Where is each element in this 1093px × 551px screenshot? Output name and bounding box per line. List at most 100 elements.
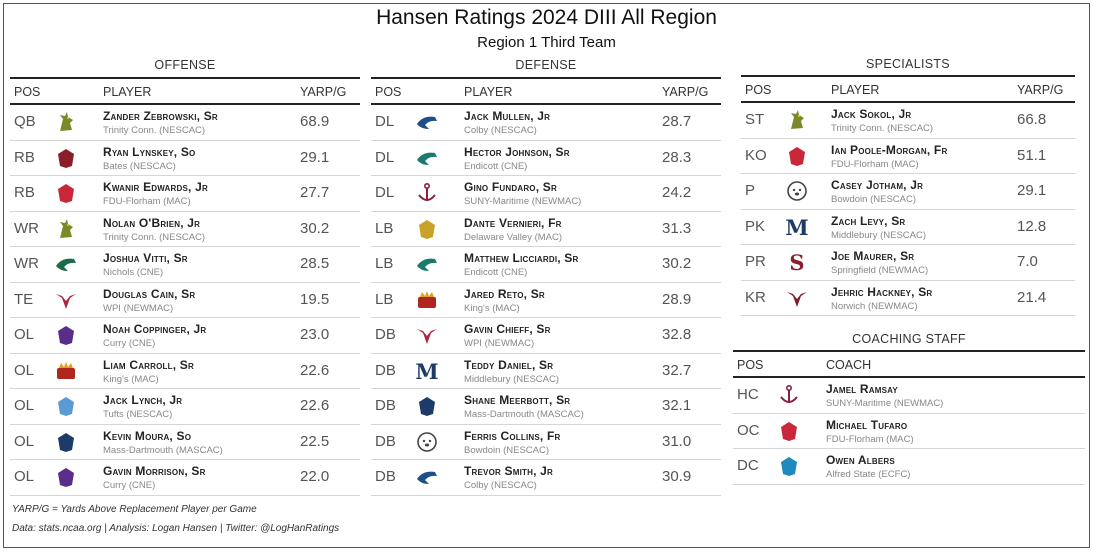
offense-row: OL Gavin Morrison, Sr Curry (CNE) 22.0	[10, 460, 360, 496]
specialists-row: ST Jack Sokol, Jr Trinity Conn. (NESCAC) 66…	[741, 103, 1075, 139]
m-letter-icon: M	[785, 215, 809, 240]
defense-col-value: YARP/G	[662, 85, 709, 99]
player-name: Matthew Licciardi, Sr	[464, 251, 579, 265]
position-label: LB	[375, 219, 394, 237]
defense-col-pos: POS	[375, 85, 402, 99]
coach-name: Michael Tufaro	[826, 417, 908, 432]
player-name: Casey Jotham, Jr	[831, 178, 924, 192]
defense-table: POS PLAYER YARP/G DL Jack Mullen, Jr Colby…	[371, 77, 721, 496]
specialists-row: KR Jehric Hackney, Sr Norwich (NEWMAC) 21.4	[741, 281, 1075, 316]
position-label: OL	[14, 361, 35, 379]
mule-icon	[415, 111, 439, 133]
devil-icon	[54, 182, 78, 204]
player-name: Gino Fundaro, Sr	[464, 180, 557, 194]
yarp-value: 30.9	[662, 468, 692, 485]
offense-row: OL Noah Coppinger, Jr Curry (CNE) 23.0	[10, 318, 360, 354]
svg-text:M: M	[415, 360, 438, 382]
specialists-col-pos: POS	[745, 83, 772, 97]
devil-icon	[785, 145, 809, 167]
defense-row: LB Matthew Licciardi, Sr Endicott (CNE) 30.…	[371, 247, 721, 283]
yarp-value: 22.6	[300, 397, 330, 414]
player-name: Jack Sokol, Jr	[831, 107, 912, 121]
coaching-heading: COACHING STAFF	[852, 332, 966, 346]
offense-row: OL Jack Lynch, Jr Tufts (NESCAC) 22.6	[10, 389, 360, 425]
player-name: Jared Reto, Sr	[464, 286, 545, 301]
coaching-col-pos: POS	[737, 358, 764, 372]
offense-row: RB Ryan Lynskey, So Bates (NESCAC) 29.1	[10, 141, 360, 176]
school-label: Curry (CNE)	[103, 338, 156, 349]
defense-heading: DEFENSE	[515, 58, 577, 72]
offense-col-player: PLAYER	[103, 85, 152, 99]
position-label: DL	[375, 148, 395, 166]
school-label: FDU-Florham (MAC)	[826, 433, 914, 445]
defense-rows: DL Jack Mullen, Jr Colby (NESCAC) 28.7 DL Hec…	[371, 105, 721, 496]
player-name: Ferris Collins, Fr	[464, 428, 561, 443]
cadet-icon	[785, 287, 809, 309]
player-name: Gavin Chieff, Sr	[464, 322, 551, 336]
school-label: WPI (NEWMAC)	[464, 338, 535, 349]
position-label: LB	[375, 290, 394, 308]
yarp-value: 28.3	[662, 148, 692, 166]
specialists-row: P Casey Jotham, Jr Bowdoin (NESCAC) 29.1	[741, 174, 1075, 210]
yarp-value: 22.6	[300, 361, 330, 379]
yarp-value: 31.3	[662, 219, 692, 237]
credit-line: Data: stats.ncaa.org | Analysis: Logan H…	[12, 523, 340, 534]
offense-row: TE Douglas Cain, Sr WPI (NEWMAC) 19.5	[10, 283, 360, 318]
school-label: Trinity Conn. (NESCAC)	[103, 125, 206, 136]
coaching-row: HC Jamel Ramsay SUNY-Maritime (NEWMAC)	[733, 378, 1085, 414]
yarp-value: 27.7	[300, 184, 330, 201]
position-label: DL	[375, 113, 395, 130]
footnote: YARP/G = Yards Above Replacement Player …	[12, 504, 257, 515]
yarp-value: 21.4	[1017, 288, 1047, 306]
offense-header: POS PLAYER YARP/G	[10, 77, 360, 105]
position-label: KO	[745, 146, 767, 164]
school-label: Endicott (CNE)	[464, 160, 528, 172]
player-name: Noah Coppinger, Jr	[103, 322, 207, 336]
school-label: Curry (CNE)	[103, 480, 156, 491]
school-label: Mass-Dartmouth (MASCAC)	[103, 444, 223, 456]
coaching-col-coach: COACH	[826, 358, 872, 372]
position-label: OC	[737, 421, 760, 439]
anchor-icon	[415, 182, 439, 204]
school-label: Endicott (CNE)	[464, 267, 528, 278]
school-label: Middlebury (NESCAC)	[831, 229, 927, 241]
yarp-value: 28.9	[662, 290, 692, 308]
player-name: Trevor Smith, Jr	[464, 464, 553, 478]
position-label: ST	[745, 111, 765, 128]
school-label: Trinity Conn. (NESCAC)	[103, 231, 206, 243]
position-label: OL	[14, 397, 35, 414]
gull-icon	[415, 147, 439, 169]
specialists-row: PR S Joe Maurer, Sr Springfield (NEWMAC) 7.0	[741, 245, 1075, 281]
svg-text:S: S	[789, 251, 804, 273]
school-label: Bates (NESCAC)	[103, 160, 176, 172]
defense-row: DL Hector Johnson, Sr Endicott (CNE) 28.3	[371, 141, 721, 176]
coach-name: Owen Albers	[826, 453, 895, 467]
offense-table: POS PLAYER YARP/G QB Zander Zebrowski, Sr…	[10, 77, 360, 496]
defense-row: DB M Teddy Daniel, Sr Middlebury (NESCAC) 32…	[371, 354, 721, 389]
yarp-value: 30.2	[662, 255, 692, 272]
defense-row: DB Gavin Chieff, Sr WPI (NEWMAC) 32.8	[371, 318, 721, 354]
devil-icon	[777, 420, 801, 442]
yarp-value: 28.7	[662, 113, 692, 130]
yarp-value: 66.8	[1017, 111, 1047, 128]
yarp-value: 28.5	[300, 255, 330, 272]
yarp-value: 22.0	[300, 468, 330, 485]
rooster-icon	[54, 218, 78, 240]
player-name: Hector Johnson, Sr	[464, 144, 570, 159]
defense-row: DB Shane Meerbott, Sr Mass-Dartmouth (MASC…	[371, 389, 721, 425]
player-name: Kevin Moura, So	[103, 428, 192, 443]
yarp-value: 51.1	[1017, 146, 1047, 164]
bobcat-icon	[54, 147, 78, 169]
bison-icon	[54, 253, 78, 275]
position-label: OL	[14, 468, 35, 485]
school-label: WPI (NEWMAC)	[103, 302, 174, 314]
coaching-table: POS COACH HC Jamel Ramsay SUNY-Maritime (N…	[733, 350, 1085, 485]
school-label: Bowdoin (NESCAC)	[831, 194, 916, 205]
yarp-value: 32.7	[662, 361, 692, 379]
page-subtitle: Region 1 Third Team	[477, 34, 616, 51]
school-label: King's (MAC)	[464, 302, 520, 314]
ram-icon	[415, 218, 439, 240]
yarp-value: 29.1	[1017, 182, 1047, 199]
school-label: Alfred State (ECFC)	[826, 469, 911, 480]
position-label: P	[745, 182, 756, 199]
